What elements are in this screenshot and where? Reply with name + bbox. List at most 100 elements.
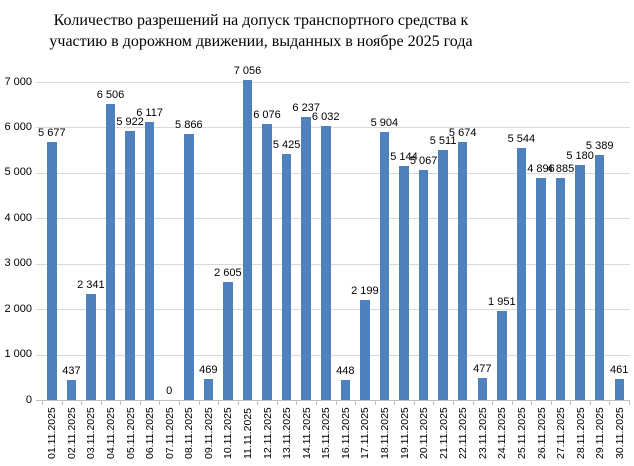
bar-value-label: 5 866 [175,118,203,131]
x-axis-tick [472,401,474,405]
bar-value-label: 5 144 [390,151,418,164]
bar [418,169,429,400]
bar [321,126,331,400]
x-axis-tick [550,401,552,405]
x-axis-tick [433,401,435,405]
x-axis-tick [159,401,161,405]
x-axis-tick [218,401,220,405]
bar [184,133,194,400]
y-axis-tick-label: 4 000 [4,211,32,224]
x-axis-date-label: 04.11.2025 [105,407,117,459]
bar-value-label: 5 922 [116,116,144,128]
bar-value-label: 4 896 [527,162,555,175]
bar [86,293,96,400]
x-axis-date-label: 27.11.2025 [555,407,567,459]
bar [47,142,57,400]
bar [614,379,624,400]
bar [477,378,487,400]
y-axis-tick-label: 2 000 [4,302,32,315]
bar [438,149,448,400]
bar [281,153,292,400]
x-axis-tick [335,401,337,405]
gridline [36,218,630,220]
bar [301,116,311,400]
bar-value-label: 5 677 [38,127,66,140]
x-axis-date-label: 25.11.2025 [515,407,528,459]
bar [575,164,585,400]
bar-value-label: 5 389 [585,140,614,153]
x-axis-tick [42,401,43,405]
x-axis-date-label: 16.11.2025 [339,407,352,459]
bar-value-label: 2 605 [214,266,242,279]
bar-value-label: 6 117 [136,107,163,120]
bar-value-label: 6 076 [253,109,281,121]
chart-title-line1: Количество разрешений на допуск транспор… [53,12,469,29]
y-axis-tick-label: 0 [25,393,32,406]
x-axis-date-label: 28.11.2025 [574,407,587,459]
x-axis-date-label: 22.11.2025 [457,407,470,459]
gridline [36,127,630,129]
x-axis-tick [179,401,180,405]
x-axis-tick [413,401,415,405]
bar [125,131,135,400]
gridline [36,263,630,265]
bar [223,281,233,400]
x-axis-tick [100,401,102,405]
gridline [36,309,630,311]
bar-value-label: 461 [610,364,629,377]
bar-value-label: 6 032 [311,111,340,123]
chart-title: Количество разрешений на допуск транспор… [36,10,486,52]
x-axis-tick [276,401,278,405]
bar-value-label: 1 951 [488,296,516,309]
bar [399,166,409,400]
bar-value-label: 5 544 [507,133,536,146]
bar [516,148,527,400]
bar-value-label: 2 199 [351,285,379,298]
bar-value-label: 4 885 [546,163,575,176]
x-axis-date-label: 09.11.2025 [202,407,215,459]
bar-value-label: 6 237 [292,101,320,114]
x-axis-date-label: 14.11.2025 [300,407,313,459]
x-axis-date-label: 07.11.2025 [163,407,176,459]
bar [66,380,77,400]
bar [262,124,272,400]
y-axis-tick-label: 7 000 [4,75,32,88]
x-axis-tick [609,401,611,405]
x-axis-date-label: 10.11.2025 [222,407,235,459]
x-axis-date-label: 05.11.2025 [124,407,137,459]
x-axis-tick [315,401,317,405]
bar-value-label: 5 067 [409,154,438,167]
bar-value-label: 5 511 [429,134,457,147]
bar-value-label: 0 [166,385,173,397]
y-axis-tick-label: 5 000 [4,166,32,179]
x-axis-tick [511,401,513,405]
bar [144,122,155,400]
x-axis-date-label: 20.11.2025 [418,407,431,459]
x-axis-tick [296,401,298,405]
x-axis-tick [355,401,357,405]
x-axis-tick [237,401,239,405]
bar [105,104,116,400]
x-axis-date-label: 21.11.2025 [437,407,450,459]
bar [457,142,468,400]
x-axis-tick [257,401,259,405]
bar [555,178,566,400]
bar [340,379,350,400]
y-axis-tick-label: 6 000 [4,120,32,133]
bar-value-label: 437 [62,365,81,378]
bar-value-label: 7 056 [233,64,262,77]
x-axis-date-label: 29.11.2025 [594,407,607,459]
x-axis-date-label: 08.11.2025 [183,407,196,459]
bar-value-label: 5 904 [370,116,399,129]
y-axis-tick-label: 1 000 [4,348,32,361]
gridline [36,354,630,356]
x-axis-tick [139,401,141,405]
x-axis-tick [61,401,63,405]
x-axis-date-label: 12.11.2025 [261,407,274,459]
x-axis-date-label: 02.11.2025 [65,407,78,459]
x-axis-tick [120,401,122,405]
x-axis-line [36,400,630,401]
bar-value-label: 5 674 [448,127,477,140]
